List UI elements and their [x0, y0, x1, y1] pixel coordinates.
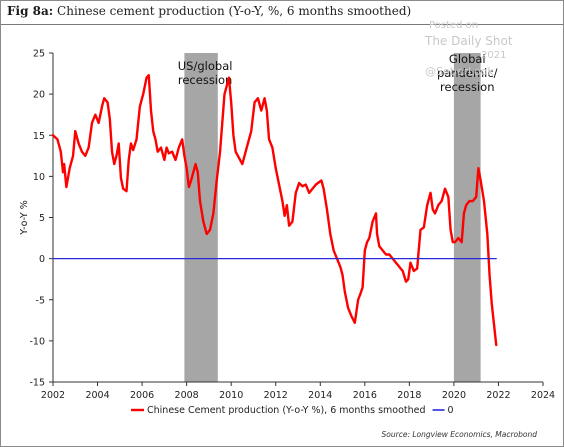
watermark-line-3: 2021 — [481, 50, 507, 61]
y-tick-label: -5 — [36, 295, 45, 306]
y-tick-label: -10 — [29, 336, 45, 347]
y-tick-label: 10 — [33, 172, 45, 183]
recession-label-2-line-2: pandemic/ — [437, 66, 498, 80]
source-note: Source: Longview Economics, Macrobond — [381, 430, 537, 439]
x-tick-label: 2012 — [264, 390, 288, 401]
recession-band-2 — [453, 53, 481, 382]
legend-label-cement: Chinese Cement production (Y-o-Y %), 6 m… — [147, 405, 426, 416]
x-tick-label: 2002 — [41, 390, 65, 401]
plot-layer: US/globalrecessionGlobalpandemic/recessi… — [19, 49, 555, 417]
watermark-line-4: @SoberLook — [425, 65, 494, 78]
x-tick-label: 2004 — [85, 390, 109, 401]
x-tick-label: 2020 — [442, 390, 466, 401]
recession-label-2-line-3: recession — [440, 80, 494, 94]
series-line-cement — [51, 74, 498, 347]
watermark-line-2: The Daily Shot — [425, 34, 513, 48]
y-tick-label: 25 — [33, 49, 45, 60]
y-axis-title: Y-o-Y % — [19, 200, 30, 235]
x-tick-label: 2006 — [130, 390, 154, 401]
x-tick-label: 2014 — [308, 390, 332, 401]
x-tick-label: 2024 — [531, 390, 555, 401]
y-tick-label: 0 — [39, 254, 45, 265]
figure-title: Chinese cement production (Y-o-Y, %, 6 m… — [57, 4, 412, 18]
x-tick-label: 2022 — [486, 390, 510, 401]
x-tick-label: 2016 — [353, 390, 377, 401]
watermark-line-1: Posted on — [429, 20, 479, 31]
recession-label-1-line-2: recession — [178, 73, 232, 87]
y-tick-label: 5 — [39, 213, 45, 224]
recession-label-2-line-1: Global — [449, 52, 486, 66]
y-tick-label: -15 — [29, 378, 45, 389]
x-tick-label: 2018 — [397, 390, 421, 401]
x-tick-label: 2008 — [175, 390, 199, 401]
recession-label-1-line-1: US/global — [178, 59, 233, 73]
figure-number: Fig 8a: — [7, 4, 54, 18]
chart-title: Fig 8a: Chinese cement production (Y-o-Y… — [7, 4, 411, 18]
title-divider — [1, 24, 563, 25]
y-tick-label: 15 — [33, 131, 45, 142]
x-tick-label: 2010 — [219, 390, 243, 401]
y-tick-label: 20 — [33, 90, 45, 101]
watermark: Posted on The Daily Shot 2021 @SoberLook — [425, 20, 535, 78]
legend-label-zero: 0 — [448, 405, 454, 416]
